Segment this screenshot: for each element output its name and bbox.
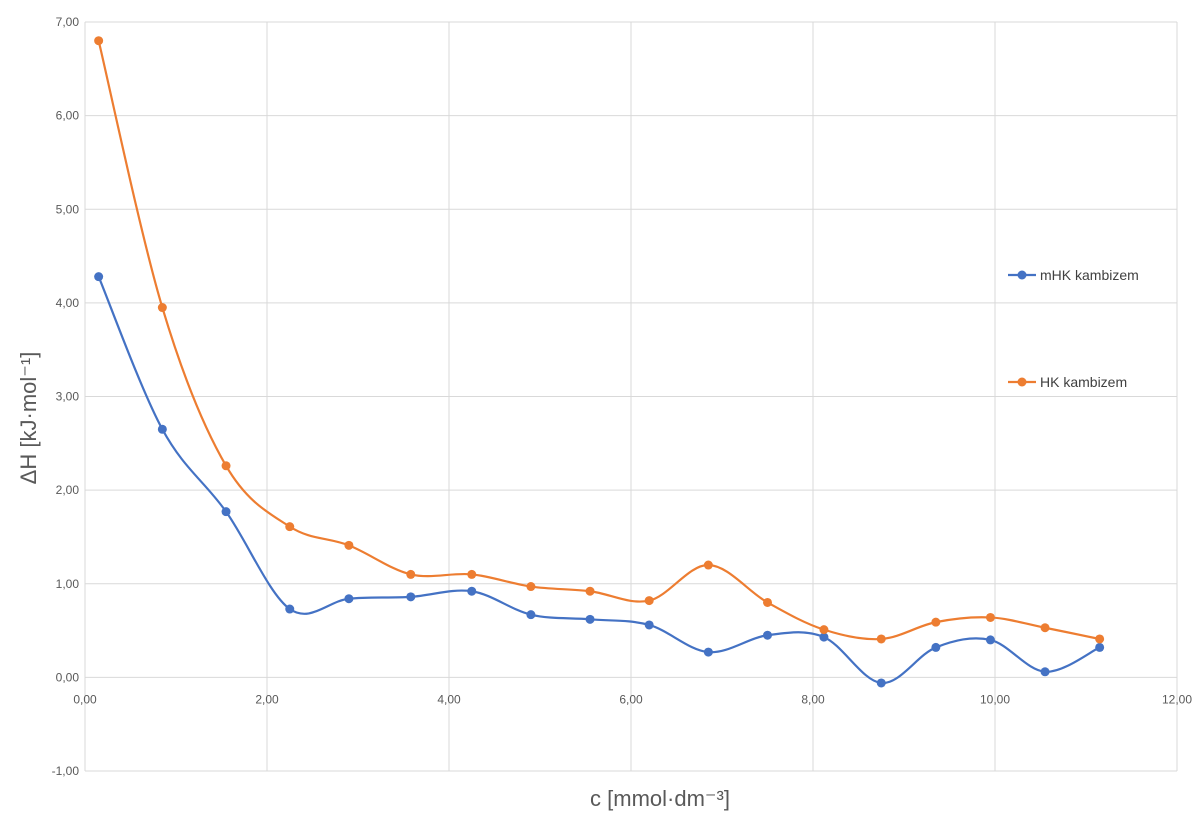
y-tick-label: 2,00: [56, 483, 80, 497]
x-axis-title: c [mmol·dm⁻³]: [590, 786, 730, 811]
legend-swatch-marker: [1017, 377, 1027, 387]
data-point: [526, 610, 536, 620]
data-point: [157, 303, 167, 313]
data-point: [819, 632, 829, 642]
data-point: [467, 586, 477, 596]
y-tick-label: 1,00: [56, 577, 80, 591]
data-point: [1095, 634, 1105, 644]
data-point: [763, 597, 772, 607]
data-point: [985, 635, 995, 645]
data-point: [985, 612, 995, 622]
legend-item-mhk-kambizem: mHK kambizem: [1008, 267, 1139, 283]
x-tick-label: 10,00: [980, 692, 1010, 706]
data-point: [285, 522, 295, 532]
data-point: [585, 614, 595, 624]
x-tick-label: 6,00: [619, 692, 643, 706]
y-tick-label: 4,00: [56, 296, 80, 310]
data-point: [285, 604, 295, 614]
data-point: [406, 569, 416, 579]
data-point: [644, 596, 654, 606]
data-point: [94, 272, 104, 282]
series-layer: [94, 36, 1105, 688]
data-point: [876, 634, 886, 644]
data-point: [221, 461, 231, 471]
series-line: [97, 276, 1101, 685]
series-hk-kambizem: [94, 36, 1105, 644]
y-tick-label: 3,00: [56, 390, 80, 404]
data-point: [644, 620, 654, 630]
data-point: [703, 647, 713, 657]
data-point: [585, 586, 595, 596]
data-point: [221, 507, 231, 517]
data-point: [467, 569, 477, 579]
data-point: [406, 592, 416, 602]
y-tick-label: 5,00: [56, 202, 80, 216]
y-tick-label: 0,00: [56, 670, 80, 684]
tick-labels: -1,00 0,00 1,00 2,00 3,00 4,00 5,00 6,00 7,00 0,0…: [52, 15, 1193, 778]
data-point: [931, 642, 941, 652]
grid: [84, 21, 1178, 772]
legend-label: HK kambizem: [1040, 374, 1127, 390]
legend-label: mHK kambizem: [1040, 267, 1139, 283]
data-point: [94, 36, 104, 46]
y-tick-label: 6,00: [56, 109, 80, 123]
data-point: [526, 582, 536, 592]
series-line: [97, 40, 1100, 641]
data-point: [1040, 667, 1050, 677]
y-axis-title: ΔH [kJ·mol⁻¹]: [16, 352, 41, 485]
data-point: [344, 594, 354, 604]
legend-swatch-marker: [1017, 270, 1027, 280]
x-tick-label: 0,00: [73, 692, 97, 706]
data-point: [1095, 642, 1105, 652]
data-point: [763, 630, 772, 640]
legend: mHK kambizem HK kambizem: [1008, 267, 1139, 390]
x-tick-label: 2,00: [255, 692, 279, 706]
data-point: [157, 424, 167, 434]
y-tick-label: -1,00: [52, 764, 80, 778]
x-tick-label: 12,00: [1162, 692, 1192, 706]
data-point: [703, 560, 713, 570]
y-tick-label: 7,00: [56, 15, 80, 29]
series-mhk-kambizem: [94, 272, 1105, 688]
x-tick-label: 4,00: [437, 692, 461, 706]
data-point: [931, 617, 941, 627]
legend-item-hk-kambizem: HK kambizem: [1008, 374, 1127, 390]
data-point: [876, 678, 886, 688]
data-point: [344, 540, 354, 550]
data-point: [1040, 623, 1050, 633]
data-point: [819, 625, 829, 635]
x-tick-label: 8,00: [801, 692, 825, 706]
